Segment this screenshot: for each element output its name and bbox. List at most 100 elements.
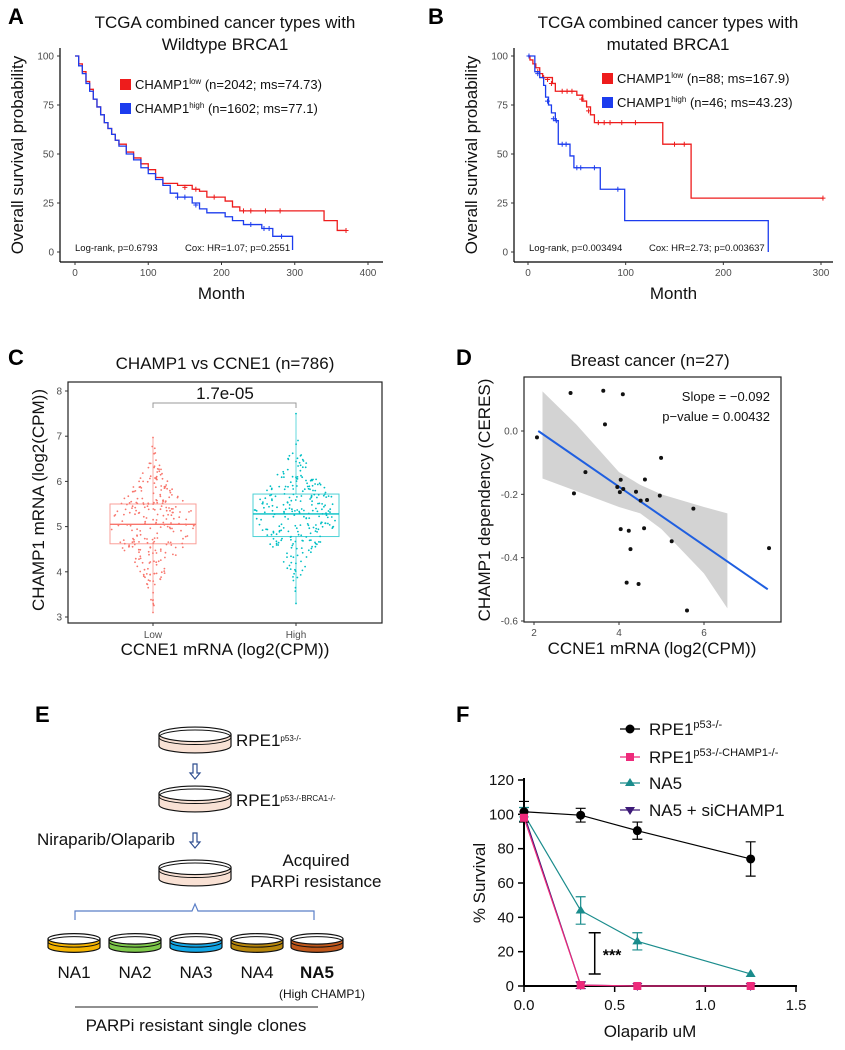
data-point — [155, 561, 158, 564]
panel-label-f: F — [456, 702, 469, 727]
data-point — [146, 480, 149, 483]
data-point — [155, 459, 157, 461]
data-point — [184, 523, 187, 526]
data-point — [156, 532, 159, 535]
legend-name: NA5 + siCHAMP1 — [649, 801, 785, 820]
data-point — [180, 529, 182, 532]
data-point — [128, 544, 131, 547]
data-point — [154, 549, 157, 552]
data-point — [259, 498, 261, 501]
data-point — [164, 500, 167, 503]
data-point — [155, 572, 158, 575]
data-point — [290, 555, 292, 558]
data-point — [618, 527, 623, 532]
data-point — [278, 485, 281, 488]
data-point — [142, 573, 145, 576]
x-axis-label: Olaparib uM — [604, 1022, 697, 1041]
data-point — [153, 604, 155, 607]
data-point-circle — [746, 854, 756, 864]
data-point — [316, 510, 319, 513]
data-point — [163, 572, 166, 574]
censor-mark — [526, 53, 532, 59]
data-point — [169, 509, 171, 512]
data-point — [160, 485, 163, 487]
data-point — [327, 510, 330, 512]
data-point — [291, 475, 294, 478]
data-point — [127, 495, 130, 498]
x-tick-label: 4 — [616, 628, 622, 639]
data-point — [134, 557, 137, 560]
data-point — [292, 576, 294, 578]
data-point — [144, 576, 146, 579]
clone-label-na2: NA2 — [118, 963, 151, 982]
knockout-dish — [158, 785, 232, 813]
data-point — [149, 462, 152, 465]
data-point — [159, 493, 162, 496]
data-point — [160, 505, 163, 507]
data-point — [133, 540, 136, 543]
data-point — [159, 526, 162, 528]
data-point — [280, 476, 283, 479]
y-tick-label: 0 — [506, 978, 514, 995]
data-point — [261, 502, 264, 505]
censor-mark — [545, 98, 551, 104]
censor-mark — [548, 80, 554, 86]
legend-superscript: high — [189, 101, 204, 110]
data-point — [295, 547, 298, 550]
data-point — [263, 506, 265, 509]
data-point — [601, 388, 606, 393]
data-point — [155, 563, 158, 566]
y-tick-label: 20 — [497, 944, 514, 961]
data-point — [167, 513, 170, 516]
data-point — [275, 540, 278, 543]
data-point — [276, 473, 279, 476]
data-point — [272, 537, 275, 540]
data-point — [302, 460, 305, 462]
data-point — [123, 497, 126, 500]
data-point — [312, 489, 314, 492]
data-point — [296, 478, 299, 480]
data-point — [289, 536, 292, 538]
data-point — [153, 482, 156, 484]
clone-dish-na2 — [108, 933, 162, 953]
data-point — [153, 465, 156, 468]
censor-mark — [591, 165, 597, 171]
data-point — [294, 510, 296, 512]
data-point — [299, 524, 302, 526]
data-point — [301, 476, 304, 479]
censor-mark — [343, 227, 349, 233]
data-point — [297, 530, 299, 533]
km-plot-b: TCGA combined cancer types with mutated B… — [462, 13, 833, 303]
data-point — [169, 489, 171, 492]
data-point — [305, 479, 307, 482]
data-point — [150, 598, 152, 601]
data-point — [281, 537, 283, 540]
data-point — [139, 570, 142, 573]
data-point — [133, 543, 136, 546]
data-point — [316, 496, 318, 499]
censor-mark — [175, 194, 181, 200]
y-tick-label: 100 — [491, 52, 508, 63]
dish-medium-line — [108, 936, 162, 948]
censor-mark — [193, 186, 199, 192]
x-tick-label: 1.0 — [695, 997, 716, 1014]
data-point — [311, 500, 313, 503]
data-point — [159, 495, 162, 498]
data-point — [147, 508, 150, 511]
y-tick-label: 40 — [497, 909, 514, 926]
data-point — [155, 521, 158, 524]
data-point — [266, 503, 268, 505]
data-point — [300, 560, 302, 563]
censor-mark — [182, 184, 188, 190]
data-point — [329, 508, 332, 511]
dose-response-plot-f: 0.0 0.5 1.0 1.5 0 20 40 60 80 100 120 Olaparib uM % … — [470, 719, 806, 1041]
x-tick-label: 200 — [715, 268, 732, 279]
data-point — [291, 544, 294, 547]
data-point — [286, 552, 288, 555]
data-point — [642, 477, 647, 482]
data-point — [124, 508, 127, 511]
dish-rim — [158, 785, 232, 802]
data-point — [146, 541, 149, 544]
data-point — [153, 501, 155, 504]
data-point — [264, 497, 267, 500]
